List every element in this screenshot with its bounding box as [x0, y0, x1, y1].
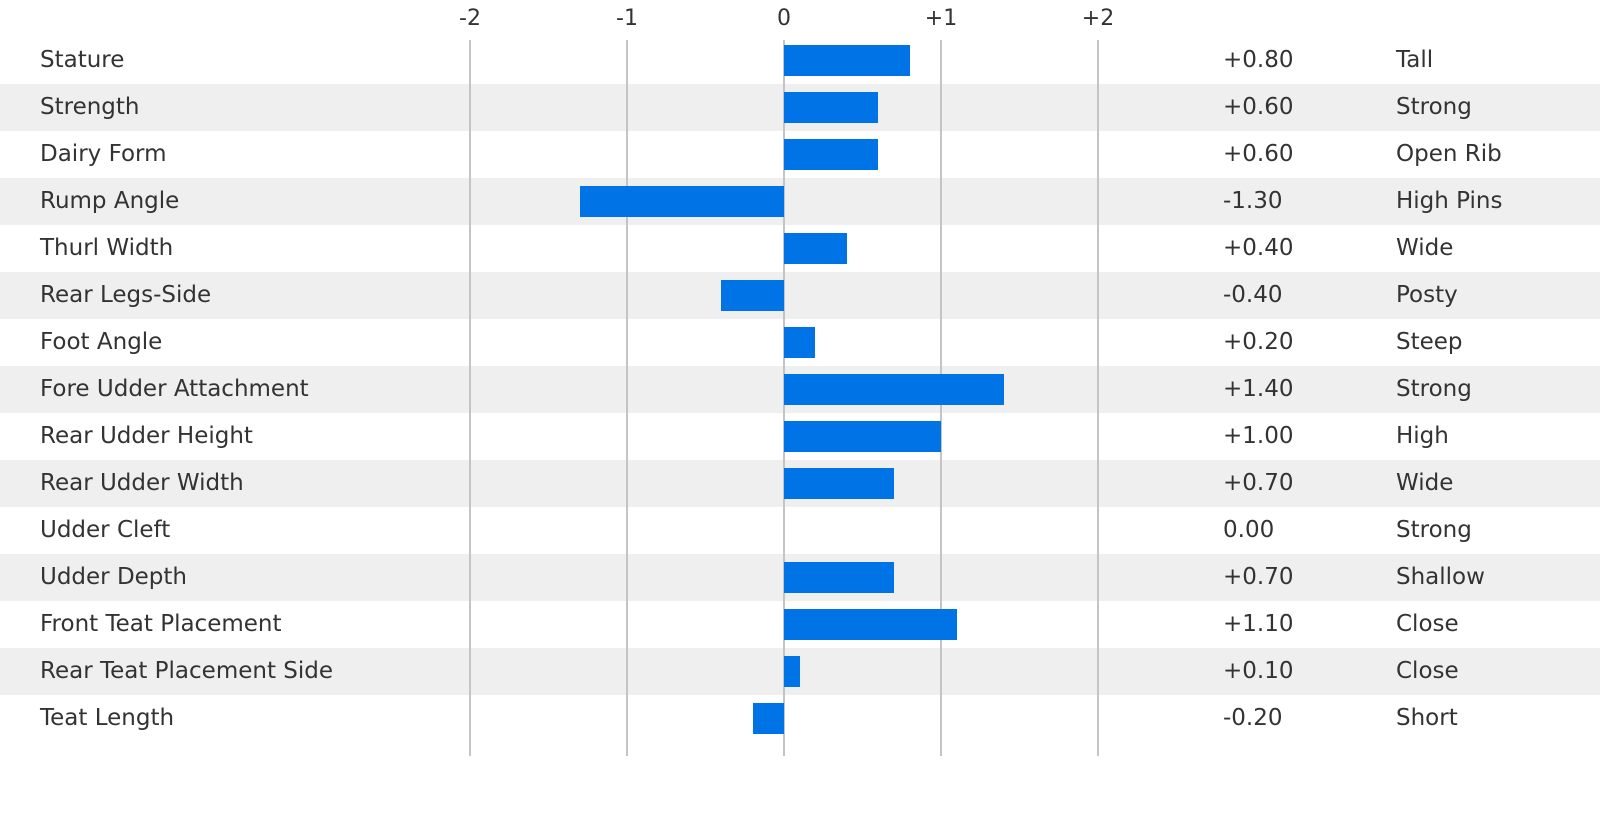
x-tick-label: +2 [1081, 6, 1115, 31]
x-tick-label: +1 [924, 6, 958, 31]
value-label: 0.00 [1223, 517, 1275, 543]
chart-row: Rear Legs-Side -0.40 Posty [0, 272, 1600, 319]
chart-row: Strength +0.60 Strong [0, 84, 1600, 131]
value-label: +0.40 [1223, 235, 1294, 261]
descriptor-label: Strong [1396, 376, 1472, 402]
chart-row: Udder Cleft 0.00 Strong [0, 507, 1600, 554]
value-label: +0.10 [1223, 658, 1294, 684]
gridline [626, 40, 628, 756]
trait-label: Front Teat Placement [40, 611, 282, 637]
trait-label: Rear Udder Width [40, 470, 244, 496]
value-label: +1.10 [1223, 611, 1294, 637]
trait-label: Rear Legs-Side [40, 282, 212, 308]
descriptor-label: Steep [1396, 329, 1463, 355]
value-label: +0.70 [1223, 564, 1294, 590]
value-label: +0.60 [1223, 141, 1294, 167]
chart-row: Fore Udder Attachment +1.40 Strong [0, 366, 1600, 413]
trait-label: Dairy Form [40, 141, 167, 167]
trait-label: Rear Teat Placement Side [40, 658, 334, 684]
descriptor-label: Shallow [1396, 564, 1485, 590]
descriptor-label: Wide [1396, 470, 1454, 496]
value-label: -1.30 [1223, 188, 1283, 214]
descriptor-label: Short [1396, 705, 1458, 731]
descriptor-label: Close [1396, 611, 1459, 637]
bar [784, 45, 910, 76]
descriptor-label: Strong [1396, 94, 1472, 120]
descriptor-label: Close [1396, 658, 1459, 684]
gridline [469, 40, 471, 756]
trait-label: Rump Angle [40, 188, 180, 214]
descriptor-label: Tall [1396, 47, 1434, 73]
trait-label: Udder Cleft [40, 517, 171, 543]
chart-row: Teat Length -0.20 Short [0, 695, 1600, 742]
bar [784, 374, 1004, 405]
chart-row: Rump Angle -1.30 High Pins [0, 178, 1600, 225]
descriptor-label: Open Rib [1396, 141, 1502, 167]
value-label: +0.60 [1223, 94, 1294, 120]
chart-row: Rear Udder Height +1.00 High [0, 413, 1600, 460]
bar [579, 186, 784, 217]
gridline [1097, 40, 1099, 756]
value-label: +0.80 [1223, 47, 1294, 73]
value-label: +0.20 [1223, 329, 1294, 355]
x-tick-label: -2 [459, 6, 481, 31]
chart-row: Front Teat Placement +1.10 Close [0, 601, 1600, 648]
bar [784, 656, 800, 687]
bar [784, 327, 816, 358]
chart-row: Stature +0.80 Tall [0, 37, 1600, 84]
bar [721, 280, 784, 311]
chart-row: Udder Depth +0.70 Shallow [0, 554, 1600, 601]
bar [784, 609, 957, 640]
value-label: -0.40 [1223, 282, 1283, 308]
bar [784, 421, 941, 452]
descriptor-label: Wide [1396, 235, 1454, 261]
descriptor-label: Posty [1396, 282, 1458, 308]
chart-row: Thurl Width +0.40 Wide [0, 225, 1600, 272]
chart-row: Foot Angle +0.20 Steep [0, 319, 1600, 366]
bar [784, 468, 894, 499]
bar [752, 703, 784, 734]
trait-label: Udder Depth [40, 564, 188, 590]
trait-label: Fore Udder Attachment [40, 376, 309, 402]
descriptor-label: High [1396, 423, 1449, 449]
value-label: +1.40 [1223, 376, 1294, 402]
chart-row: Rear Teat Placement Side +0.10 Close [0, 648, 1600, 695]
trait-label: Strength [40, 94, 140, 120]
x-tick-label: 0 [777, 6, 791, 31]
trait-label: Teat Length [40, 705, 175, 731]
trait-label: Rear Udder Height [40, 423, 253, 449]
bar [784, 562, 894, 593]
descriptor-label: Strong [1396, 517, 1472, 543]
x-tick-label: -1 [616, 6, 638, 31]
descriptor-label: High Pins [1396, 188, 1503, 214]
value-label: -0.20 [1223, 705, 1283, 731]
bar [784, 233, 847, 264]
value-label: +1.00 [1223, 423, 1294, 449]
bar [784, 139, 879, 170]
chart-row: Dairy Form +0.60 Open Rib [0, 131, 1600, 178]
trait-label: Stature [40, 47, 125, 73]
trait-label: Thurl Width [40, 235, 174, 261]
bar [784, 92, 879, 123]
trait-label: Foot Angle [40, 329, 163, 355]
value-label: +0.70 [1223, 470, 1294, 496]
